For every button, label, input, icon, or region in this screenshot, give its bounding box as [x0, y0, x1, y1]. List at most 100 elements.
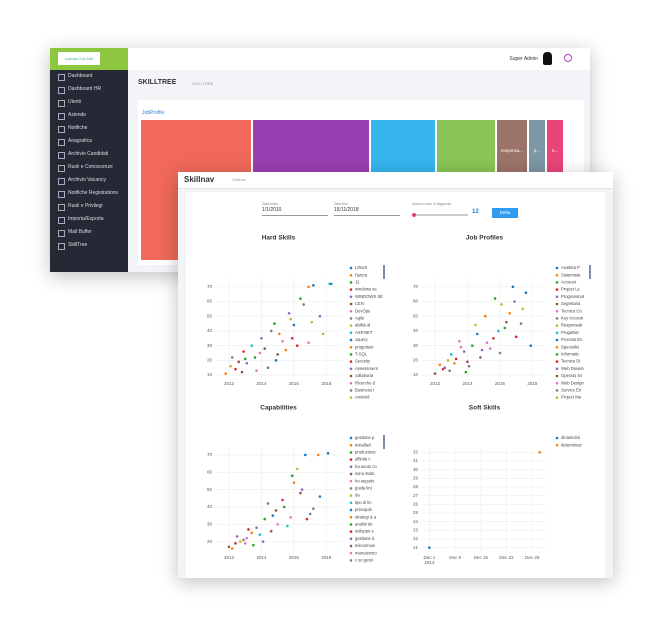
legend-label: Security	[355, 359, 371, 364]
legend-swatch	[555, 309, 559, 313]
legend-label: WINDOWS SE	[355, 294, 383, 299]
point	[433, 372, 437, 375]
page-title: SKILLTREE	[138, 79, 177, 86]
legend-scrollbar	[589, 265, 591, 279]
legend-swatch	[349, 451, 353, 454]
field-label: Numero max di leggende	[412, 202, 452, 206]
legend-swatch	[555, 324, 559, 327]
point	[252, 543, 255, 547]
point	[326, 451, 330, 455]
point	[276, 522, 279, 526]
point	[255, 526, 258, 530]
x-tick-label: Dec 15	[474, 555, 489, 560]
y-tick-label: 27	[413, 493, 419, 498]
breadcrumb: SKILLTREE	[192, 81, 214, 86]
menu-item: Ruoli e Conoscenze	[50, 161, 128, 174]
legend-swatch	[555, 436, 559, 440]
user-name: Super Admin	[509, 56, 538, 62]
point	[237, 360, 241, 364]
legend-swatch	[349, 345, 353, 349]
slider-track[interactable]	[412, 212, 468, 217]
legend-swatch	[555, 288, 559, 291]
y-tick-label: 10	[207, 372, 213, 377]
point	[234, 367, 237, 371]
point	[318, 495, 322, 498]
y-tick-label: 40	[207, 328, 213, 333]
avatar	[543, 52, 552, 65]
legend-label: da	[355, 493, 360, 498]
point	[493, 297, 497, 300]
legend-swatch	[349, 479, 353, 483]
section-title: JobProfile	[142, 110, 165, 116]
legend-swatch	[349, 302, 353, 306]
point	[243, 542, 247, 545]
legend-swatch	[349, 338, 353, 342]
notification-icon[interactable]	[564, 54, 572, 62]
y-tick-label: 70	[207, 452, 213, 457]
point	[261, 540, 265, 543]
legend-swatch	[555, 331, 559, 335]
submit-button[interactable]: Delta	[492, 208, 518, 218]
legend-swatch	[349, 360, 353, 363]
y-tick-label: 60	[207, 299, 213, 304]
point	[505, 320, 508, 324]
legend-label: telecomuni	[355, 543, 375, 548]
legend-swatch	[349, 367, 353, 371]
legend-label: Project Le	[561, 287, 581, 292]
point	[508, 311, 511, 315]
legend-label: DevOps	[355, 308, 370, 313]
y-tick-label: 23	[413, 528, 419, 533]
point	[274, 359, 278, 362]
y-tick-label: 22	[413, 536, 419, 541]
legend-label: ASP.NET	[355, 330, 373, 335]
point	[496, 329, 500, 333]
legend-swatch	[349, 317, 353, 320]
legend-swatch	[349, 544, 353, 548]
legend-label: ha avuto co	[355, 464, 377, 469]
legend-swatch	[349, 458, 353, 461]
menu-item: Dashboard	[50, 70, 128, 83]
legend-label: Android	[355, 395, 370, 400]
x-tick-label: 2012	[224, 381, 235, 386]
menu-item: Ruoli e Privilegi	[50, 200, 128, 213]
menu-item: Archivio Candidati	[50, 148, 128, 161]
legend-label: abilità al	[355, 323, 370, 328]
legend-label: Assessment	[355, 366, 379, 371]
point	[290, 336, 294, 340]
legend-label: Jquery	[355, 337, 368, 342]
legend-swatch	[349, 501, 353, 505]
end-date[interactable]: 15/11/2018	[334, 207, 400, 216]
point	[284, 348, 288, 352]
point	[255, 369, 258, 372]
y-tick-label: 60	[207, 469, 213, 474]
legend-swatch	[349, 436, 353, 440]
point	[292, 323, 296, 327]
x-tick-label: 2018	[527, 381, 538, 386]
legend-label: tipo di lin	[355, 500, 372, 505]
point	[258, 351, 262, 355]
legend-label: Specialist	[561, 344, 580, 349]
x-tick-label: 2018	[321, 555, 332, 560]
y-tick-label: 32	[413, 450, 419, 455]
point	[287, 311, 291, 315]
legend-swatch	[349, 472, 353, 476]
legend-label: ho seguito	[355, 478, 375, 483]
legend-swatch	[555, 281, 559, 284]
legend-swatch	[349, 295, 353, 299]
menu-item: SkillTree	[50, 239, 128, 252]
menu-item: Mail Buffer	[50, 226, 128, 239]
legend-label: Agile	[355, 316, 365, 321]
x-tick-label: 2018	[321, 381, 332, 386]
point	[273, 322, 276, 325]
legend-swatch	[349, 443, 353, 447]
point	[269, 529, 273, 533]
start-date[interactable]: 1/1/2010	[262, 207, 328, 216]
page-title: Skillnav	[184, 175, 215, 184]
legend-swatch	[555, 266, 559, 270]
y-tick-label: 60	[413, 299, 419, 304]
y-tick-label: 31	[413, 458, 419, 463]
y-tick-label: 30	[207, 521, 213, 526]
point	[328, 282, 331, 286]
point	[250, 344, 254, 347]
